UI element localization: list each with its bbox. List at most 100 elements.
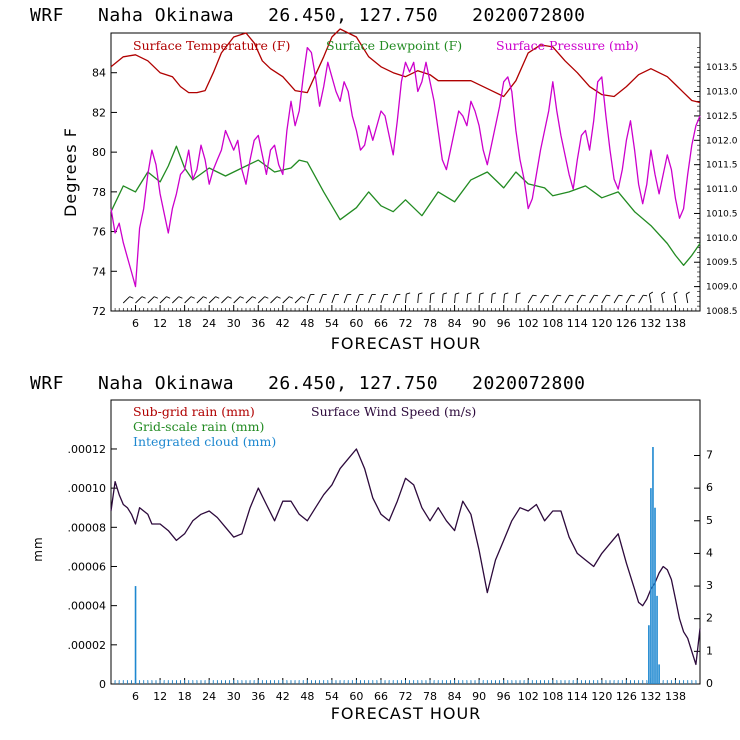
wind-barb-flag	[685, 291, 690, 295]
wind-barb-flag	[430, 292, 435, 295]
x-tick-label: 132	[640, 690, 661, 703]
y2-tick-label: 1009.0	[706, 283, 738, 293]
wind-barb	[685, 294, 689, 304]
bottom-panel: WRF Naha Okinawa 26.450, 127.750 2020072…	[30, 373, 713, 723]
wind-barb	[233, 296, 241, 304]
x-tick-label: 54	[325, 317, 339, 330]
y2-tick-label: 5	[706, 514, 713, 527]
x-tick-label: 138	[665, 317, 686, 330]
wind-barb-flag	[141, 296, 146, 299]
wind-barb-flag	[593, 294, 599, 297]
x-tick-label: 60	[349, 690, 363, 703]
x-tick-label: 96	[497, 317, 511, 330]
wind-barb-flag	[673, 291, 678, 295]
legend-sub-grid-rain: Sub-grid rain (mm)	[133, 404, 255, 419]
x-tick-label: 42	[276, 690, 290, 703]
wind-barb	[466, 293, 469, 304]
y2-tick-label: 6	[706, 481, 713, 494]
y-tick-label: 82	[92, 106, 106, 119]
surface-temperature-f-line	[110, 28, 701, 104]
wind-barb	[638, 294, 644, 304]
wind-barb	[552, 294, 558, 304]
wind-barb-flag	[467, 292, 472, 295]
legend-integrated-cloud: Integrated cloud (mm)	[133, 434, 276, 449]
wind-barb	[490, 293, 493, 304]
wind-barb-flag	[406, 292, 411, 295]
legend-surface-temperature: Surface Temperature (F)	[133, 38, 290, 53]
wind-barb-flag	[643, 294, 648, 297]
x-tick-label: 120	[591, 317, 612, 330]
top-y-axis-label: Degrees F	[61, 127, 80, 217]
wind-barb-flag	[606, 294, 611, 297]
wind-barb	[245, 296, 253, 304]
y2-tick-label: 4	[706, 546, 713, 559]
top-legend: Surface Temperature (F) Surface Dewpoint…	[133, 38, 639, 53]
wind-barb	[257, 296, 265, 304]
top-panel: WRF Naha Okinawa 26.450, 127.750 2020072…	[30, 5, 738, 353]
wind-barb-flag	[190, 296, 195, 299]
wind-barb-flag	[178, 296, 183, 299]
cloud-bar	[650, 488, 652, 684]
wind-barb	[515, 293, 518, 304]
x-tick-label: 72	[399, 317, 413, 330]
bottom-x-ticks: 6 12 18 24 30 36 42 48 54 60 66 72 78 84 90 96 102 108 114…	[114, 678, 697, 703]
y2-tick-label: 0	[706, 677, 713, 690]
y-tick-label: .00012	[68, 443, 107, 456]
x-tick-label: 66	[374, 317, 388, 330]
y-tick-label: 72	[92, 305, 106, 318]
wind-barb	[368, 294, 373, 304]
wind-barb	[331, 294, 336, 304]
top-x-ticks: 6 12 18 24 30 36 42 48 54 60 66 72 78 84 90 96 102 108 114…	[114, 305, 697, 330]
legend-surface-dewpoint: Surface Dewpoint (F)	[326, 38, 462, 53]
x-tick-label: 84	[448, 690, 462, 703]
x-tick-label: 48	[300, 690, 314, 703]
top-right-y-ticks: 1008.5 1009.0 1009.5 1010.0 1010.5 1011.0 1011…	[694, 47, 738, 317]
y2-tick-label: 1009.5	[706, 258, 738, 268]
bottom-panel-title: WRF Naha Okinawa 26.450, 127.750 2020072…	[30, 373, 586, 394]
x-tick-label: 72	[399, 690, 413, 703]
wind-barb-flag	[618, 294, 623, 297]
y-tick-label: 78	[92, 186, 106, 199]
x-tick-label: 120	[591, 690, 612, 703]
top-series-group	[110, 28, 701, 288]
x-tick-label: 96	[497, 690, 511, 703]
x-tick-label: 12	[153, 690, 167, 703]
wind-barb-flag	[581, 294, 586, 297]
x-tick-label: 90	[472, 317, 486, 330]
wind-barb	[392, 294, 397, 304]
x-tick-label: 102	[518, 317, 539, 330]
wind-barb	[478, 293, 481, 304]
wind-barb-flag	[442, 292, 448, 295]
wind-barb	[196, 296, 204, 304]
cloud-bar	[658, 664, 660, 684]
wind-barb-flag	[479, 292, 484, 295]
wind-barb-flag	[239, 296, 244, 299]
x-tick-label: 18	[178, 690, 192, 703]
top-plot-frame	[110, 32, 701, 312]
wind-barb-flag	[276, 296, 281, 299]
wind-barb-flag	[418, 292, 423, 295]
legend-surface-wind-speed: Surface Wind Speed (m/s)	[311, 404, 476, 419]
cloud-bar	[654, 507, 656, 684]
wind-barb-flag	[252, 296, 257, 299]
wind-barb-flag	[288, 296, 293, 299]
wind-barb	[380, 294, 385, 304]
wind-barb	[270, 296, 278, 304]
y2-tick-label: 1008.5	[706, 307, 738, 317]
wind-barb	[417, 293, 420, 304]
y-tick-label: .00010	[68, 482, 107, 495]
legend-surface-pressure: Surface Pressure (mb)	[496, 38, 639, 53]
wind-barb	[184, 296, 192, 304]
x-tick-label: 126	[616, 317, 637, 330]
x-tick-label: 60	[349, 317, 363, 330]
bottom-y-axis-label: mm	[31, 536, 45, 561]
y-tick-label: 74	[92, 265, 106, 278]
y2-tick-label: 1012.5	[706, 112, 738, 122]
wind-barb	[648, 294, 652, 304]
x-tick-label: 24	[202, 690, 216, 703]
wind-barb	[454, 293, 456, 304]
wind-barb	[661, 294, 664, 304]
wind-barb	[564, 294, 570, 304]
x-tick-label: 6	[132, 317, 139, 330]
y2-tick-label: 1012.0	[706, 136, 738, 146]
